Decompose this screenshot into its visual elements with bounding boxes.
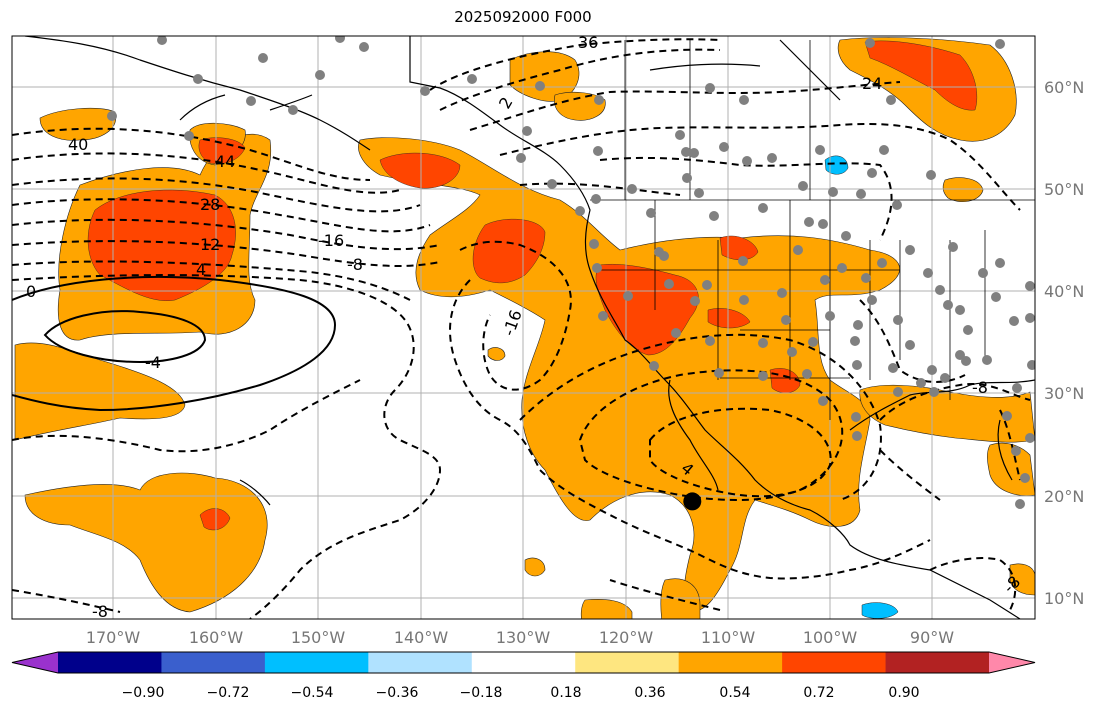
lat-tick-label: 60°N <box>1044 78 1084 97</box>
contour-label: -16 <box>318 231 344 250</box>
lat-tick-label: 30°N <box>1044 384 1084 403</box>
lon-tick-label: 120°W <box>599 628 654 647</box>
height-contours-negative <box>12 38 1031 619</box>
contour-label: 0 <box>26 282 36 301</box>
colorbar-tick-label: 0.54 <box>719 685 750 701</box>
colorbar-tick-label: 0.90 <box>888 685 919 701</box>
colorbar-tick-label: −0.54 <box>291 685 334 701</box>
lat-tick-label: 10°N <box>1044 589 1084 608</box>
contour-label: 12 <box>200 235 220 254</box>
colorbar-segment <box>471 652 576 673</box>
colorbar-outline <box>11 651 1036 674</box>
colorbar-ticks: −0.90 −0.72 −0.54 −0.36 −0.18 0.18 0.36 … <box>122 685 920 701</box>
colorbar-segment <box>885 652 990 673</box>
colorbar-tick-label: −0.36 <box>376 685 419 701</box>
lat-tick-label: 20°N <box>1044 487 1084 506</box>
contour-label: -4 <box>145 353 161 372</box>
contour-label: 28 <box>200 195 220 214</box>
colorbar-segment <box>678 652 783 673</box>
contour-label: 36 <box>578 33 598 52</box>
map-area: 36 24 40 44 28 12 4 -16 -8 0 -4 -16 4 -8… <box>12 33 1035 621</box>
map-title: 2025092000 F000 <box>454 8 592 26</box>
contour-label: -8 <box>347 255 363 274</box>
contour-label: 4 <box>196 260 206 279</box>
station-markers <box>107 36 1035 509</box>
map-frame <box>11 35 1036 620</box>
contour-label: -8 <box>972 378 988 397</box>
colorbar-segment <box>161 652 266 673</box>
colorbar-tick-label: 0.18 <box>550 685 581 701</box>
colorbar: −0.90 −0.72 −0.54 −0.36 −0.18 0.18 0.36 … <box>11 651 1036 701</box>
lat-tick-label: 50°N <box>1044 180 1084 199</box>
storm-center-marker <box>683 492 702 511</box>
anomaly-fill-blue <box>824 155 899 619</box>
lat-tick-label: 40°N <box>1044 282 1084 301</box>
contour-label: 44 <box>215 152 235 171</box>
lon-tick-label: 100°W <box>803 628 858 647</box>
lat-axis: 60°N 50°N 40°N 30°N 20°N 10°N <box>1044 78 1084 608</box>
lon-tick-label: 170°W <box>86 628 141 647</box>
lon-tick-label: 110°W <box>701 628 756 647</box>
contour-label: 40 <box>68 135 88 154</box>
contour-label: -8 <box>92 602 108 621</box>
lon-axis: 170°W 160°W 150°W 140°W 130°W 120°W 110°… <box>86 628 954 647</box>
colorbar-tick-label: −0.72 <box>207 685 250 701</box>
colorbar-extend-max <box>989 652 1035 673</box>
lon-tick-label: 140°W <box>394 628 449 647</box>
colorbar-segment <box>575 652 680 673</box>
colorbar-segment <box>264 652 369 673</box>
lon-tick-label: 90°W <box>910 628 954 647</box>
colorbar-segment <box>368 652 473 673</box>
colorbar-segment <box>782 652 887 673</box>
colorbar-tick-label: −0.18 <box>460 685 503 701</box>
colorbar-segment <box>58 652 162 673</box>
lon-tick-label: 160°W <box>189 628 244 647</box>
lon-tick-label: 130°W <box>496 628 551 647</box>
height-contours-positive <box>12 275 337 412</box>
colorbar-tick-label: 0.36 <box>634 685 665 701</box>
contour-label: 24 <box>862 74 882 93</box>
colorbar-segments <box>11 651 1036 674</box>
colorbar-tick-label: 0.72 <box>803 685 834 701</box>
lon-tick-label: 150°W <box>291 628 346 647</box>
colorbar-tick-label: −0.90 <box>122 685 165 701</box>
colorbar-extend-min <box>12 652 58 673</box>
